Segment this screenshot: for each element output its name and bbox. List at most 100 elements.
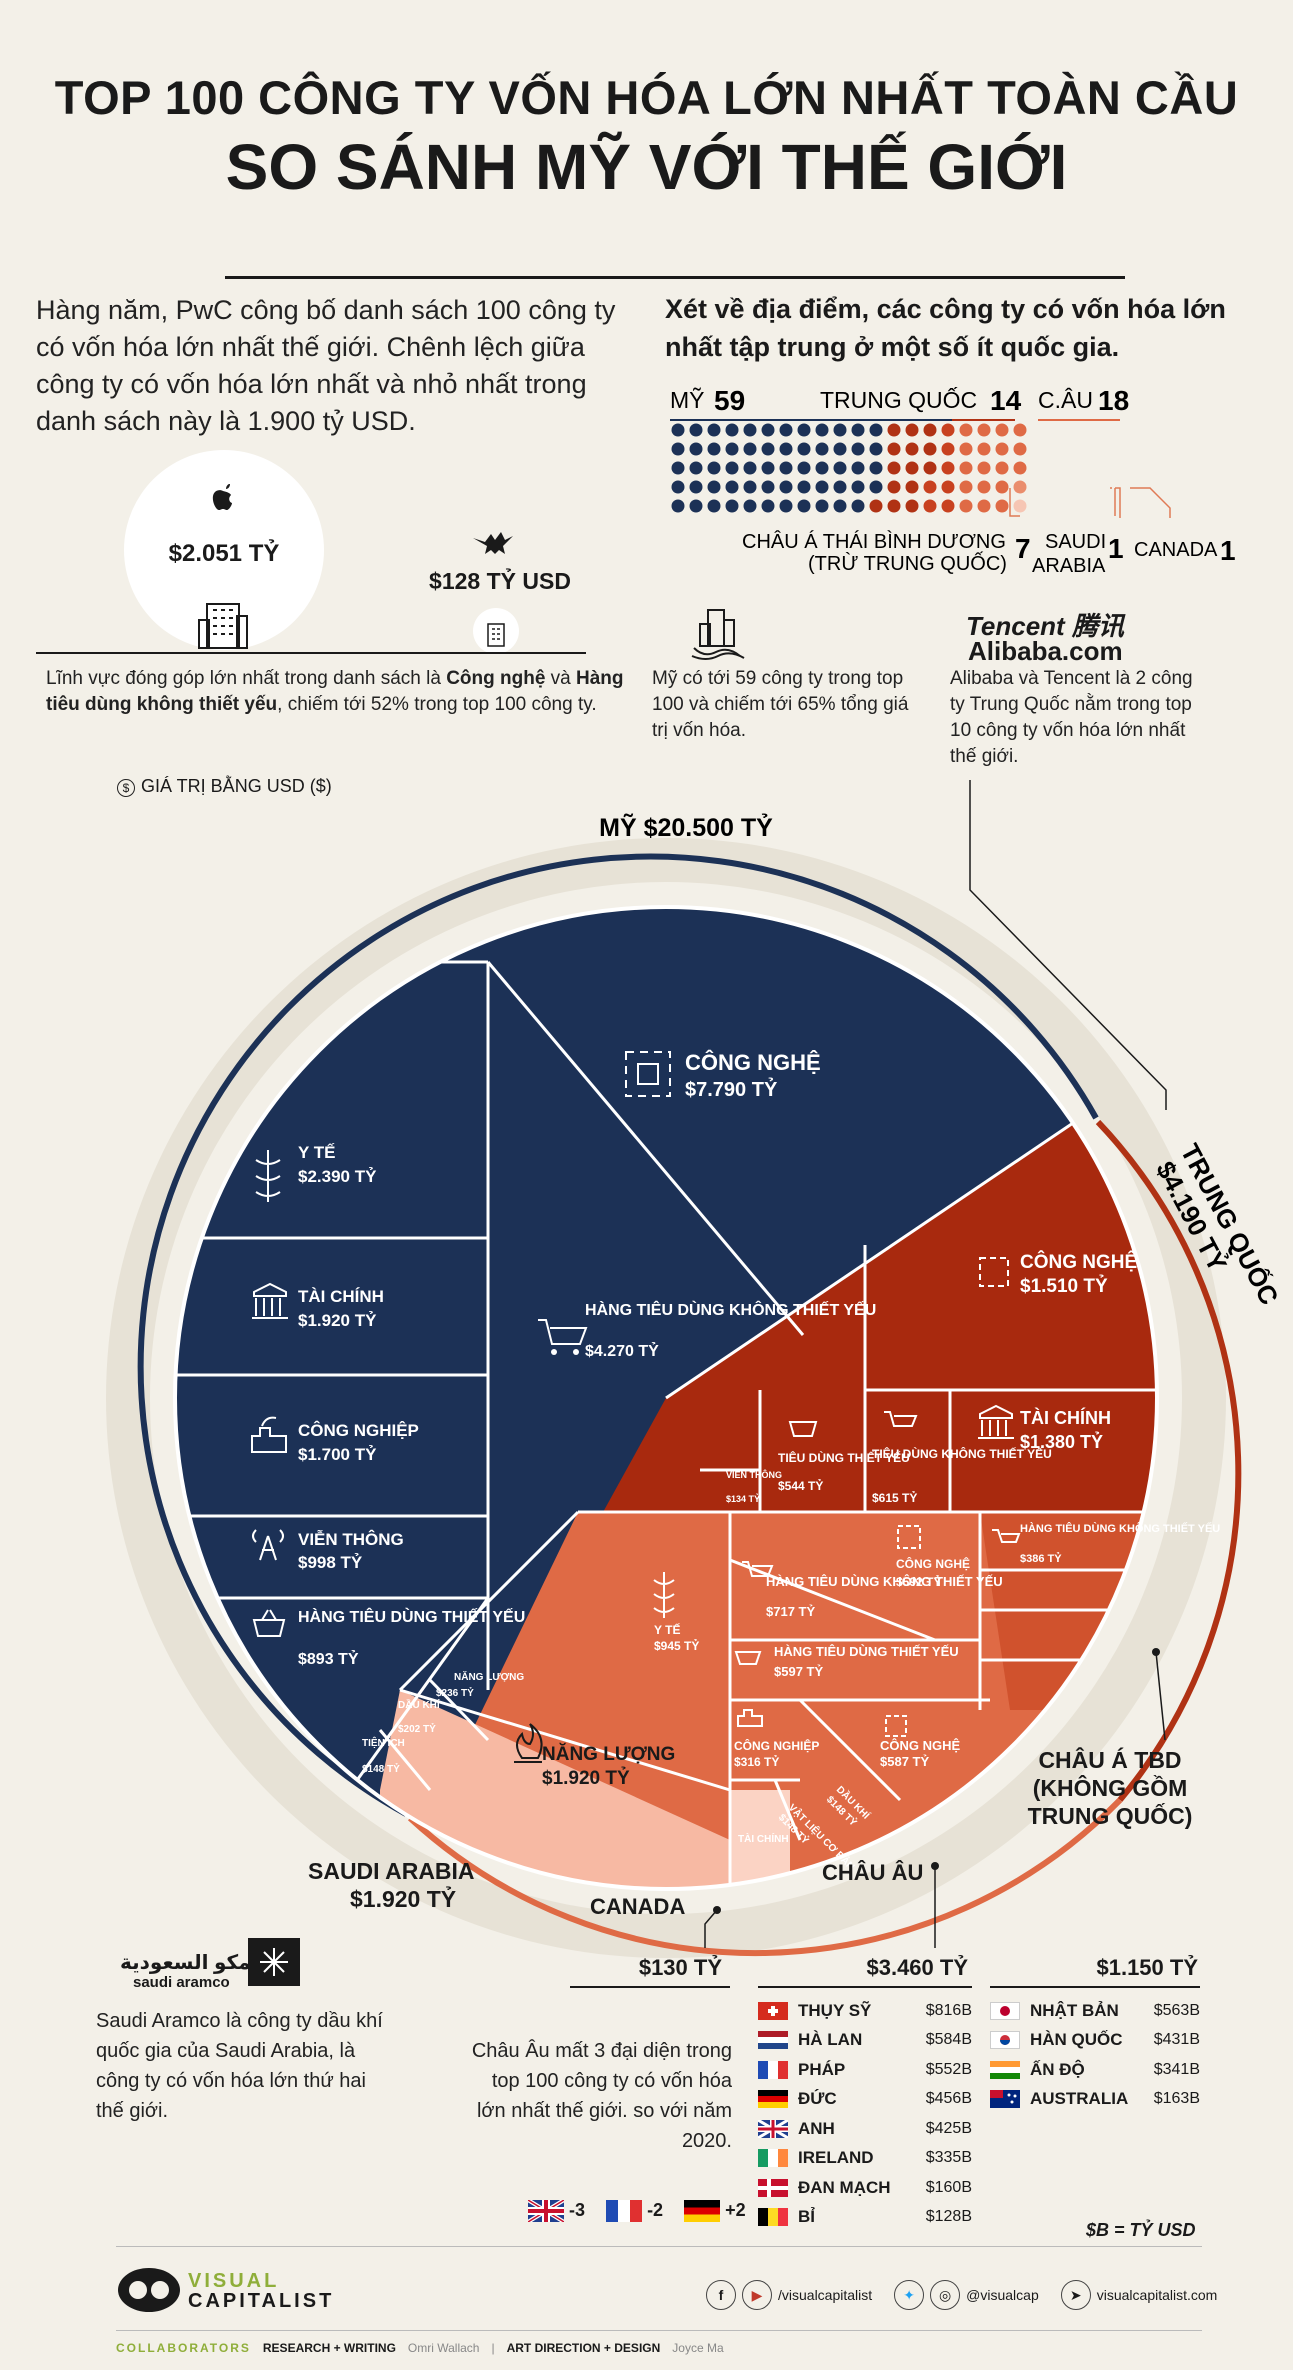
- cn-finance-label: TÀI CHÍNH $1.380 TỶ: [978, 1404, 1111, 1452]
- dot-label-apac: CHÂU Á THÁI BÌNH DƯƠNG: [742, 530, 1006, 553]
- facebook-icon[interactable]: f: [706, 2280, 736, 2310]
- saudi-region-label: SAUDI ARABIA: [308, 1858, 475, 1884]
- company-dot: [851, 499, 865, 513]
- company-dot: [977, 480, 991, 494]
- company-dot: [797, 499, 811, 513]
- company-dot: [869, 499, 883, 513]
- company-dot: [941, 480, 955, 494]
- korea-flag-icon: [990, 2031, 1020, 2050]
- svg-text:HÀNG TIÊU DÙNG KHÔNG THIẾT YẾU: HÀNG TIÊU DÙNG KHÔNG THIẾT YẾU: [766, 1574, 1003, 1589]
- apac-country-list: NHẬT BẢN $563B HÀN QUỐC $431B ẤN ĐỘ $341B AUST…: [990, 1996, 1200, 2114]
- apac-region-label: CHÂU Á TBD (KHÔNG GỒM TRUNG QUỐC): [1027, 1747, 1193, 1829]
- company-dot: [923, 423, 937, 437]
- company-dot: [1013, 461, 1027, 475]
- company-dot: [743, 423, 757, 437]
- value-legend: $ GIÁ TRỊ BẰNG USD ($): [117, 776, 332, 797]
- europe-country-name: ĐỨC: [798, 2089, 837, 2109]
- europe-country-value: $128B: [925, 2208, 972, 2226]
- china-note: Alibaba và Tencent là 2 công ty Trung Qu…: [950, 668, 1193, 767]
- europe-country-row: IRELAND $335B: [758, 2144, 972, 2174]
- europe-rule: [758, 1986, 972, 1988]
- apac-rule: [990, 1986, 1200, 1988]
- company-dot: [941, 499, 955, 513]
- eu-discretionary-label: HÀNG TIÊU DÙNG KHÔNG THIẾT YẾU $717 TỶ: [742, 1561, 1003, 1619]
- svg-text:$386 TỶ: $386 TỶ: [1020, 1552, 1062, 1565]
- svg-text:$4.270 TỶ: $4.270 TỶ: [585, 1341, 659, 1360]
- website-link[interactable]: visualcapitalist.com: [1096, 2287, 1218, 2303]
- company-dot: [887, 480, 901, 494]
- dot-label-saudi-2: ARABIA: [1032, 555, 1106, 577]
- youtube-icon[interactable]: ▶: [742, 2280, 772, 2310]
- company-dot: [1013, 442, 1027, 456]
- company-dot: [779, 461, 793, 475]
- rest-arc: [407, 1797, 1123, 1957]
- company-dot-grid: MỸ 59 TRUNG QUỐC 14 C.ÂU 18 CHÂU Á THÁI …: [670, 385, 1236, 577]
- company-dot: [797, 461, 811, 475]
- dot-count-us: 59: [714, 385, 745, 416]
- france-flag-icon: [758, 2060, 788, 2079]
- company-dot: [725, 423, 739, 437]
- company-dot: [725, 480, 739, 494]
- svg-text:$1.510 TỶ: $1.510 TỶ: [1020, 1275, 1108, 1297]
- facebook-handle[interactable]: /visualcapitalist: [778, 2287, 873, 2303]
- svg-text:CÔNG NGHIỆP: CÔNG NGHIỆP: [734, 1738, 819, 1753]
- europe-country-value: $552B: [925, 2060, 972, 2078]
- svg-text:$1.380 TỶ: $1.380 TỶ: [1020, 1431, 1103, 1452]
- europe-country-row: ĐAN MẠCH $160B: [758, 2173, 972, 2203]
- company-dot: [995, 480, 1009, 494]
- instagram-icon[interactable]: ◎: [930, 2280, 961, 2310]
- svg-text:$717 TỶ: $717 TỶ: [766, 1604, 815, 1619]
- apac-tech-label: CÔNG NGHỆ $592 TỶ: [896, 1525, 970, 1589]
- uk-flag-icon: [526, 2198, 566, 2224]
- title-line-2: SO SÁNH MỸ VỚI THẾ GIỚI: [225, 131, 1068, 203]
- cursor-icon[interactable]: ➤: [1060, 2280, 1091, 2310]
- svg-text:$2.390 TỶ: $2.390 TỶ: [298, 1167, 377, 1186]
- company-dot: [671, 480, 685, 494]
- company-dot: [869, 461, 883, 475]
- twitter-icon[interactable]: ✦: [894, 2280, 925, 2310]
- europe-country-list: THỤY SỸ $816B HÀ LAN $584B PHÁP $552B ĐỨC $456B…: [757, 1996, 972, 2232]
- japan-flag-icon: [990, 2001, 1020, 2020]
- us-note: Mỹ có tới 59 công ty trong top 100 và ch…: [652, 668, 909, 741]
- dot-label-apac-2: (TRỪ TRUNG QUỐC): [808, 551, 1007, 575]
- svg-text:$615 TỶ: $615 TỶ: [872, 1490, 917, 1505]
- company-dot: [689, 461, 703, 475]
- eu-staples-label: HÀNG TIÊU DÙNG THIẾT YẾU $597 TỶ: [734, 1644, 959, 1679]
- svg-text:$134 TỶ: $134 TỶ: [726, 1493, 760, 1504]
- europe-country-name: THỤY SỸ: [798, 2000, 872, 2020]
- china-callout-line: [969, 780, 1167, 1110]
- footer-bottom-rule: [116, 2330, 1202, 2331]
- dot-label-us: MỸ: [670, 387, 705, 413]
- apac-country-value: $163B: [1153, 2090, 1200, 2108]
- europe-country-name: HÀ LAN: [798, 2030, 863, 2050]
- svg-text:Y TẾ: Y TẾ: [654, 1622, 680, 1637]
- apple-icon: [207, 480, 239, 514]
- europe-country-value: $584B: [925, 2031, 972, 2049]
- company-dot: [707, 423, 721, 437]
- anheuser-eagle-icon: [471, 528, 515, 561]
- footer-top-rule: [116, 2246, 1202, 2247]
- svg-text:TÀI CHÍNH: TÀI CHÍNH: [738, 1832, 789, 1845]
- aramco-star-icon: [248, 1938, 300, 1986]
- svg-text:$597 TỶ: $597 TỶ: [774, 1664, 823, 1679]
- company-dot: [977, 442, 991, 456]
- svg-text:CÔNG NGHỆ: CÔNG NGHỆ: [896, 1556, 970, 1571]
- europe-country-row: ANH $425B: [757, 2114, 972, 2144]
- us-oil-label: DẦU KHÍ $202 TỶ: [398, 1698, 440, 1735]
- svg-text:$148 TỶ: $148 TỶ: [362, 1762, 400, 1775]
- region-callout-lines: [704, 1648, 1166, 1948]
- svg-text:$1.920 TỶ: $1.920 TỶ: [542, 1767, 630, 1789]
- compare-baseline: [36, 652, 586, 654]
- collaborators-row: COLLABORATORS RESEARCH + WRITING Omri Wa…: [116, 2341, 724, 2355]
- europe-country-value: $160B: [925, 2178, 972, 2196]
- apac-country-row: AUSTRALIA $163B: [990, 2085, 1200, 2115]
- europe-country-value: $335B: [925, 2149, 972, 2167]
- cn-telecom-label: VIỄN THÔNG $134 TỶ: [726, 1469, 782, 1504]
- canada-rule: [570, 1986, 730, 1988]
- twitter-handle[interactable]: @visualcap: [966, 2287, 1039, 2303]
- saudi-note: Saudi Aramco là công ty dầu khí quốc gia…: [96, 2010, 383, 2122]
- main-pie-chart: MỸ $20.500 TỶ TRUNG QUỐC $4.190 TỶ CÔNG …: [106, 812, 1285, 1958]
- apac-country-value: $341B: [1153, 2060, 1200, 2078]
- svg-text:TIÊU DÙNG THIẾT YẾU: TIÊU DÙNG THIẾT YẾU: [778, 1450, 910, 1465]
- brand-line-1: VISUAL: [188, 2270, 280, 2292]
